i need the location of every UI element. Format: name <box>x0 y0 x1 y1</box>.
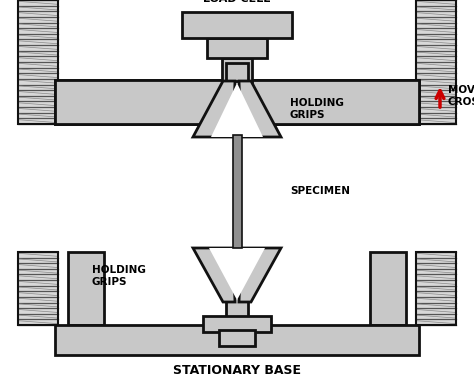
Bar <box>68 252 104 325</box>
Bar <box>203 316 271 332</box>
Bar <box>207 38 267 58</box>
Bar <box>55 325 419 355</box>
Bar <box>233 135 242 248</box>
Bar <box>226 297 248 319</box>
Bar <box>55 80 419 124</box>
Bar <box>416 252 456 325</box>
Bar <box>18 252 58 325</box>
Polygon shape <box>239 248 281 302</box>
Bar <box>219 330 255 346</box>
Bar <box>416 252 456 325</box>
Polygon shape <box>193 248 235 302</box>
Bar <box>182 12 292 38</box>
Text: MOVING
CROSSHEAD: MOVING CROSSHEAD <box>448 85 474 107</box>
Bar <box>416 0 456 124</box>
Text: HOLDING
GRIPS: HOLDING GRIPS <box>290 98 344 120</box>
Polygon shape <box>239 81 281 137</box>
Text: HOLDING
GRIPS: HOLDING GRIPS <box>92 265 146 287</box>
Text: SPECIMEN: SPECIMEN <box>290 186 350 196</box>
Bar <box>18 0 58 124</box>
Bar <box>55 80 419 124</box>
Bar <box>370 252 406 325</box>
Bar <box>226 63 248 81</box>
Text: LOAD CELL: LOAD CELL <box>203 0 271 4</box>
Polygon shape <box>193 81 235 137</box>
Bar <box>18 252 58 325</box>
Bar <box>222 58 252 85</box>
Polygon shape <box>209 248 265 300</box>
Bar <box>18 0 58 124</box>
Polygon shape <box>211 83 263 137</box>
Bar <box>416 0 456 124</box>
Text: STATIONARY BASE: STATIONARY BASE <box>173 363 301 376</box>
